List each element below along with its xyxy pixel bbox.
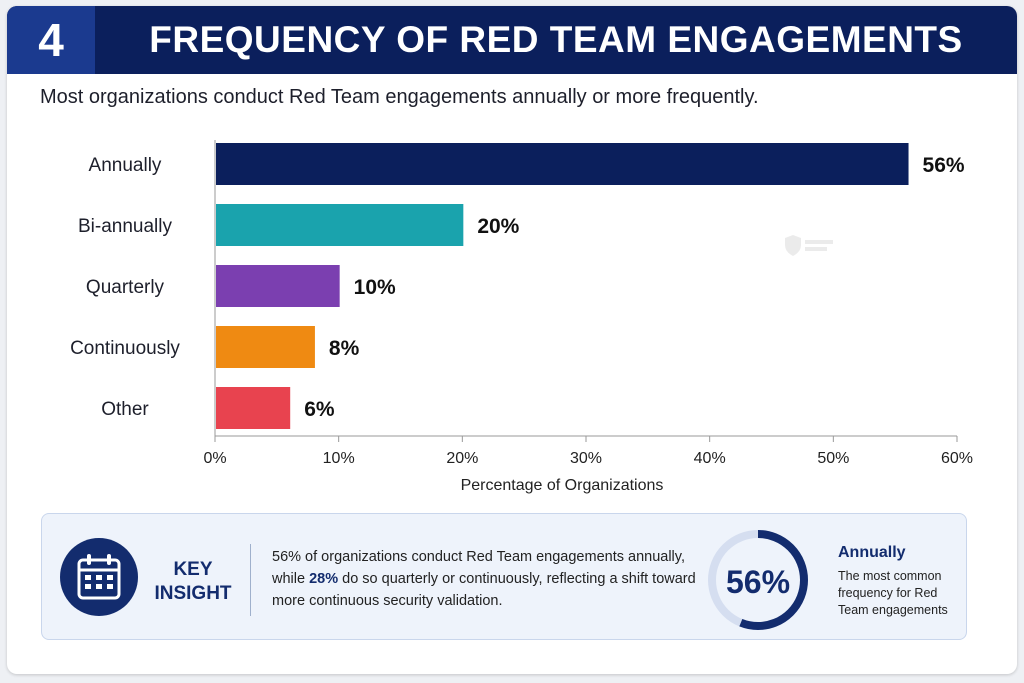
chart-subtitle: Most organizations conduct Red Team enga… [40,86,759,108]
insight-text: 56% of organizations conduct Red Team en… [272,546,702,612]
x-axis-label: Percentage of Organizations [460,477,664,494]
watermark-shield-icon [785,235,833,256]
x-tick-label: 20% [446,450,478,467]
category-label: Other [101,399,149,420]
value-label: 8% [329,337,360,360]
divider [250,544,251,616]
key-insight-panel: KEY INSIGHT 56% of organizations conduct… [41,513,967,640]
header-bar: 4 FREQUENCY OF RED TEAM ENGAGEMENTS [7,6,1017,74]
value-label: 56% [923,154,965,177]
donut-chart [708,530,808,630]
key-insight-title-line2: INSIGHT [154,583,232,604]
bar [216,143,909,185]
value-label: 10% [354,276,396,299]
insight-text-part2: do so quarterly or continuously, reflect… [272,571,696,609]
bar [216,387,291,429]
key-insight-title: KEY INSIGHT [150,558,236,606]
category-label: Annually [89,155,162,176]
category-label: Bi-annually [78,216,172,237]
donut-value: 56% [725,564,791,600]
section-number: 4 [38,14,64,66]
category-label: Continuously [70,338,180,359]
calendar-icon [77,554,121,600]
x-tick-label: 30% [570,450,602,467]
bar [216,204,464,246]
category-label: Quarterly [86,277,165,298]
key-insight-title-line1: KEY [173,559,213,580]
bar [216,326,315,368]
calendar-icon-badge [60,538,138,616]
insight-side-title: Annually [838,544,906,561]
insight-text-part1: 56% of organizations conduct Red Team en… [272,549,685,587]
insight-highlight: 28% [309,571,339,587]
x-tick-label: 0% [203,450,226,467]
page-title: FREQUENCY OF RED TEAM ENGAGEMENTS [149,19,963,60]
x-tick-label: 50% [817,450,849,467]
insight-side-description: The most common frequency for Red Team e… [838,569,948,617]
donut-arc [708,530,808,630]
x-tick-label: 10% [323,450,355,467]
x-tick-label: 60% [941,450,973,467]
value-label: 20% [477,215,519,238]
bar [216,265,340,307]
x-tick-label: 40% [694,450,726,467]
value-label: 6% [304,398,335,421]
section-number-box [7,6,95,74]
